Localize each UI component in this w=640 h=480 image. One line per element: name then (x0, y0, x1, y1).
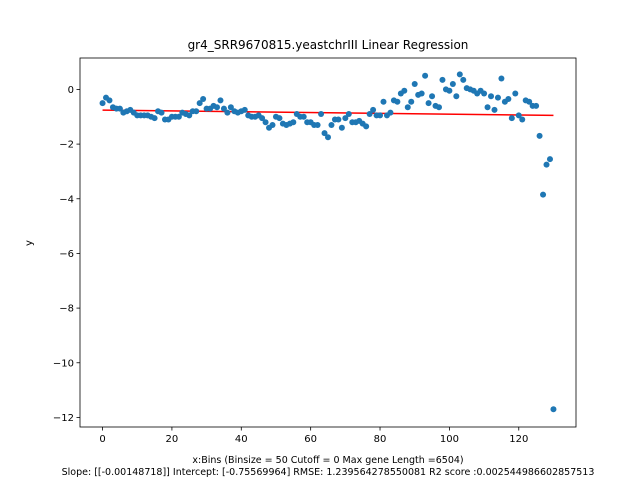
data-point (494, 94, 501, 101)
data-points (99, 71, 557, 413)
data-point (456, 71, 463, 78)
x-tick-label: 0 (99, 434, 105, 445)
data-point (325, 134, 331, 141)
x-axis-label: x:Bins (Binsize = 50 Cutoff = 0 Max gene… (192, 455, 463, 466)
y-axis-label: y (24, 240, 35, 246)
chart-title: gr4_SRR9670815.yeastchrIII Linear Regres… (188, 38, 469, 52)
x-axis: 0 20 40 60 80 100 120 (99, 427, 528, 445)
data-point (175, 113, 182, 120)
data-point (418, 90, 425, 97)
data-point (318, 111, 325, 118)
y-tick-label: −8 (59, 304, 74, 315)
data-point (491, 106, 498, 113)
regression-summary: Slope: [[-0.00148718]] Intercept: [-0.75… (62, 467, 595, 478)
data-point (241, 106, 248, 113)
data-point (345, 111, 352, 118)
data-point (498, 75, 505, 82)
x-tick-label: 60 (304, 434, 317, 445)
data-point (533, 102, 540, 109)
x-tick-label: 20 (166, 434, 179, 445)
data-point (300, 113, 307, 120)
data-point (220, 105, 227, 112)
data-point (377, 112, 384, 119)
x-tick-label: 80 (374, 434, 387, 445)
data-point (106, 97, 113, 104)
data-point (321, 130, 328, 137)
data-point (338, 124, 345, 131)
x-tick-label: 40 (235, 434, 248, 445)
x-tick-label: 100 (440, 434, 459, 445)
data-point (429, 93, 436, 100)
data-point (200, 96, 207, 102)
y-tick-label: −6 (59, 249, 74, 260)
data-point (116, 105, 123, 112)
data-point (151, 115, 158, 122)
data-point (515, 112, 522, 119)
data-point (217, 97, 224, 104)
data-point (435, 104, 442, 111)
data-point (422, 72, 429, 79)
data-point (460, 76, 467, 83)
data-point (536, 132, 543, 139)
data-point (335, 116, 342, 123)
y-tick-label: −4 (59, 194, 74, 205)
data-point (481, 90, 488, 97)
data-point (439, 76, 446, 83)
data-point (262, 119, 269, 126)
data-point (227, 104, 234, 111)
data-point (193, 108, 200, 115)
data-point (186, 112, 193, 119)
data-point (401, 87, 408, 94)
data-point (290, 119, 297, 126)
data-point (446, 87, 453, 94)
data-point (259, 115, 266, 122)
data-point (488, 93, 495, 100)
data-point (484, 104, 491, 111)
data-point (540, 191, 547, 198)
x-tick-label: 120 (509, 434, 528, 445)
data-point (328, 121, 335, 128)
data-point (394, 98, 401, 105)
data-point (550, 406, 557, 413)
regression-layer (102, 109, 554, 117)
data-point (224, 109, 231, 116)
data-point (505, 96, 512, 102)
data-point (342, 115, 349, 122)
data-point (453, 93, 460, 100)
y-tick-label: −12 (53, 413, 74, 424)
data-point (158, 109, 165, 116)
data-point (380, 98, 387, 105)
y-tick-label: −10 (53, 358, 74, 369)
data-point (196, 100, 203, 107)
data-point (543, 161, 550, 168)
data-point (276, 115, 283, 122)
data-point (512, 90, 519, 97)
data-point (526, 98, 533, 105)
data-point (269, 121, 276, 128)
data-point (508, 115, 515, 122)
data-point (387, 109, 394, 116)
data-point (363, 123, 370, 130)
data-point (408, 98, 415, 105)
data-point (366, 111, 373, 118)
y-tick-label: 0 (68, 85, 74, 96)
data-point (546, 156, 553, 163)
data-point (425, 100, 432, 107)
data-point (449, 80, 456, 87)
y-tick-label: −2 (59, 140, 74, 151)
data-point (99, 100, 106, 107)
y-axis: 0 −2 −4 −6 −8 −10 −12 (53, 85, 80, 424)
data-point (314, 121, 321, 128)
data-point (370, 106, 377, 113)
data-point (404, 104, 411, 111)
data-point (214, 104, 221, 111)
data-point (411, 80, 418, 87)
regression-line (102, 109, 554, 117)
data-point (519, 116, 526, 123)
